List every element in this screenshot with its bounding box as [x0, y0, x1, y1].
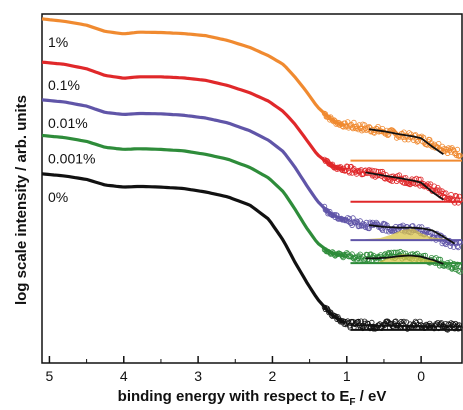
series-1-point [456, 153, 462, 159]
series-4-point [449, 266, 455, 272]
series-4-point [368, 251, 374, 257]
series-5-point [355, 318, 362, 325]
series-labels: 1% 0.1% 0.01% 0.001% 0% [48, 34, 95, 205]
series-5-markers [321, 304, 463, 333]
series-3-point [331, 211, 337, 218]
series-5-point [336, 317, 343, 324]
series-layer [41, 17, 463, 333]
series-label-4: 0.001% [48, 150, 95, 166]
series-5-point [358, 318, 364, 324]
series-label-5: 0% [48, 189, 68, 205]
series-3-point [350, 215, 356, 221]
series-3 [41, 98, 463, 251]
series-4 [41, 133, 463, 275]
series-2-point [443, 190, 449, 196]
series-4-point [457, 269, 463, 275]
series-4-point [452, 266, 459, 273]
series-4-point [349, 251, 355, 257]
series-2-point [452, 200, 458, 206]
x-tick-label-2: 2 [269, 368, 277, 384]
series-5-point [347, 325, 353, 331]
x-axis-ticks: 5 4 3 2 1 0 [46, 356, 425, 384]
series-5-point [342, 318, 348, 325]
series-2-point [342, 168, 348, 174]
series-3-point [327, 208, 333, 215]
series-1-point [414, 139, 420, 145]
x-axis-title: binding energy with respect to EF / eV [118, 388, 387, 408]
series-2-point [324, 158, 330, 164]
series-1-point [366, 123, 372, 130]
series-2-point [346, 170, 353, 176]
series-1-point [375, 123, 381, 130]
series-4-point [437, 256, 444, 263]
x-tick-label-1: 1 [343, 368, 351, 384]
series-label-3: 0.01% [48, 115, 88, 131]
series-2-trace [41, 60, 346, 172]
x-tick-label-4: 4 [120, 368, 128, 384]
series-3-point [342, 217, 348, 224]
series-3-point [361, 223, 367, 229]
series-5-fit [350, 324, 463, 328]
series-2-fit [365, 171, 444, 201]
series-1-point [385, 132, 391, 138]
x-tick-label-5: 5 [46, 368, 54, 384]
series-5-trace [41, 172, 346, 324]
series-1-trace [41, 17, 346, 127]
series-3-point [455, 244, 461, 251]
series-3-peak-fill [365, 228, 448, 241]
plot-area [41, 13, 463, 364]
series-1-point [436, 140, 442, 147]
series-2 [41, 60, 463, 206]
y-axis-title: log scale intensity / arb. units [13, 95, 30, 305]
series-3-trace [41, 98, 346, 222]
series-5-point [417, 318, 423, 325]
series-3-point [454, 243, 461, 250]
series-2-point [418, 176, 424, 182]
series-4-point [329, 249, 336, 255]
series-label-2: 0.1% [48, 77, 80, 93]
series-1-point [454, 146, 461, 153]
series-4-trace [41, 133, 346, 258]
series-4-point [331, 252, 337, 258]
series-2-point [453, 193, 460, 199]
series-4-point [391, 249, 397, 255]
series-3-point [366, 225, 372, 232]
series-3-point [379, 227, 386, 233]
series-4-point [341, 251, 347, 258]
series-2-point [436, 187, 443, 193]
series-1 [41, 17, 463, 162]
series-4-fit [365, 254, 444, 265]
series-4-point [340, 254, 346, 261]
series-4-point [365, 256, 371, 262]
series-5 [41, 172, 463, 333]
x-tick-label-3: 3 [194, 368, 202, 384]
x-axis-title-subscript: F [349, 397, 355, 408]
series-1-markers [321, 110, 463, 159]
series-4-point [339, 253, 345, 259]
series-1-point [457, 152, 463, 159]
series-5-point [401, 318, 407, 325]
series-2-point [407, 181, 413, 188]
series-1-fit [368, 128, 444, 156]
series-3-point [437, 232, 444, 238]
series-2-point [431, 183, 437, 189]
series-3-point [353, 218, 360, 224]
series-2-point [456, 193, 462, 200]
plot-frame [41, 13, 463, 364]
series-1-point [444, 150, 451, 156]
series-3-fit [368, 224, 456, 245]
series-label-1: 1% [48, 34, 68, 50]
x-axis-title-main: binding energy with respect to E [118, 388, 350, 405]
x-axis-title-unit: / eV [355, 388, 386, 405]
x-tick-label-0: 0 [417, 368, 425, 384]
